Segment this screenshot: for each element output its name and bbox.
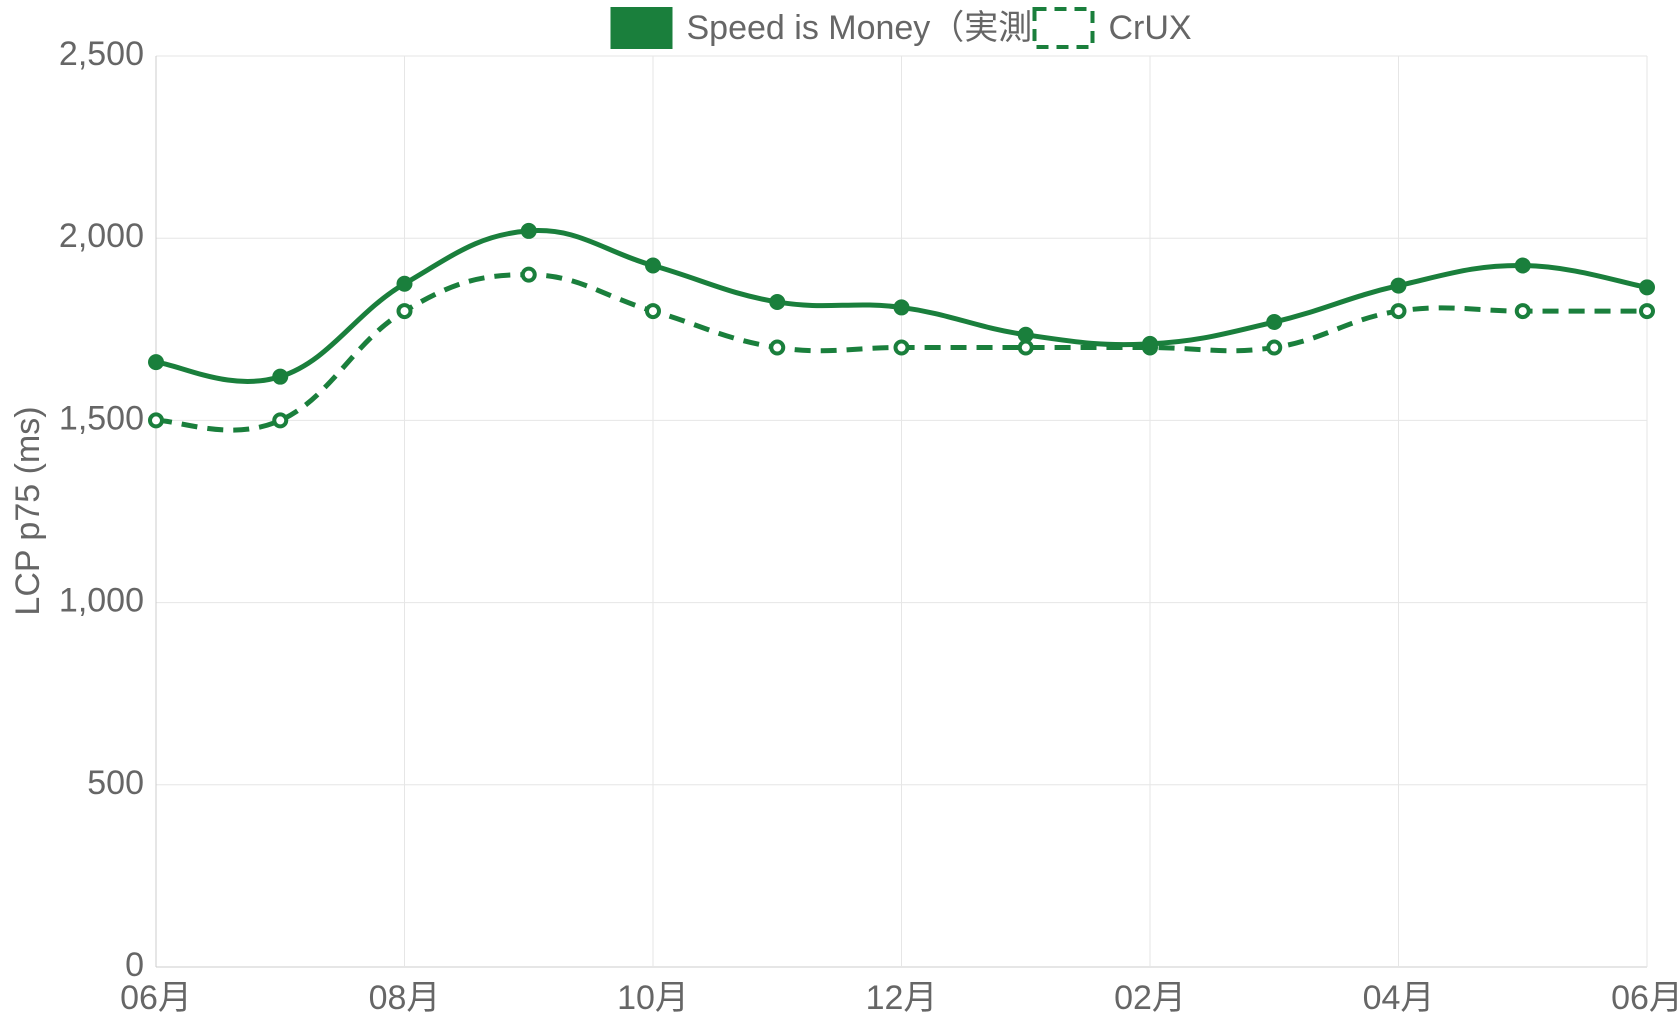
y-tick-label: 1,000	[59, 582, 144, 620]
data-point	[1514, 303, 1531, 320]
data-point	[1017, 326, 1034, 343]
data-point	[645, 257, 661, 274]
data-point	[1390, 277, 1407, 294]
data-point	[396, 275, 413, 292]
legend-swatch	[1032, 7, 1095, 49]
x-tick-label: 08月	[369, 979, 441, 1017]
y-tick-label: 1,500	[59, 399, 144, 437]
data-point	[520, 266, 537, 283]
data-point	[893, 339, 910, 356]
y-tick-label: 2,500	[59, 35, 144, 73]
x-tick-label: 10月	[617, 979, 689, 1017]
data-point	[272, 412, 289, 429]
data-point	[272, 368, 289, 385]
data-point	[769, 293, 786, 310]
data-point	[645, 303, 661, 320]
y-tick-label: 2,000	[59, 217, 144, 255]
x-tick-label: 12月	[866, 979, 938, 1017]
data-point	[1514, 257, 1531, 274]
y-tick-label: 0	[125, 946, 144, 984]
data-point	[520, 222, 537, 239]
data-point	[1639, 279, 1655, 296]
data-point	[893, 299, 910, 316]
legend-swatch	[610, 7, 673, 49]
data-point	[1390, 303, 1407, 320]
x-tick-label: 02月	[1114, 979, 1186, 1017]
data-point	[1639, 303, 1655, 320]
data-point	[1266, 314, 1283, 331]
data-point	[396, 303, 413, 320]
x-tick-label: 06月	[1611, 979, 1680, 1017]
y-tick-label: 500	[87, 764, 144, 802]
data-point	[769, 339, 786, 356]
x-tick-label: 06月	[120, 979, 192, 1017]
data-point	[1017, 339, 1034, 356]
x-tick-label: 04月	[1363, 979, 1435, 1017]
data-point	[148, 412, 164, 429]
data-point	[1142, 335, 1158, 352]
data-point	[148, 354, 164, 371]
legend-label: Speed is Money（実測）	[687, 9, 1067, 47]
data-point	[1266, 339, 1283, 356]
y-axis-title: LCP p75 (ms)	[9, 406, 47, 615]
legend-label: CrUX	[1109, 9, 1192, 47]
